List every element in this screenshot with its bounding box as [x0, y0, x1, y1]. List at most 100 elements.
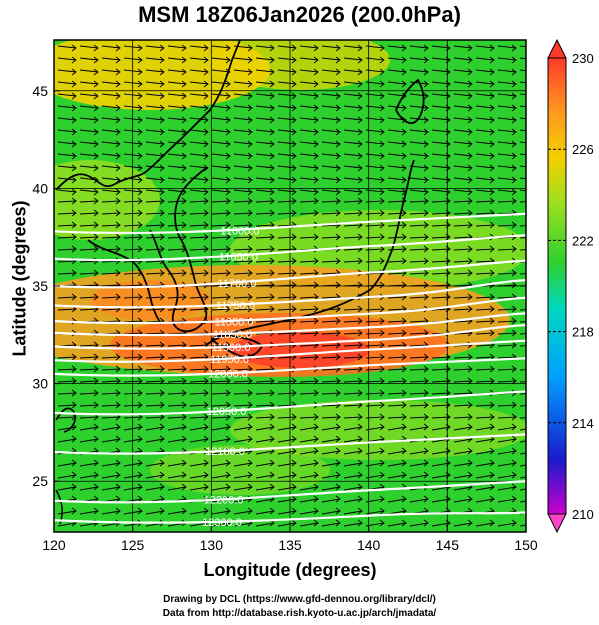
wind-arrow	[453, 177, 473, 181]
wind-arrow	[453, 189, 473, 193]
wind-arrow	[409, 368, 429, 371]
wind-arrow	[233, 141, 253, 145]
wind-arrow	[167, 462, 187, 467]
wind-arrow	[365, 510, 385, 515]
wind-arrow	[453, 153, 473, 157]
wind-arrow	[497, 165, 517, 169]
wind-arrow	[167, 308, 187, 311]
wind-arrow	[145, 69, 165, 73]
wind-arrow-head	[225, 305, 231, 313]
wind-arrow-head	[71, 92, 77, 100]
wind-arrow-head	[445, 245, 451, 253]
wind-arrow	[365, 129, 385, 133]
wind-arrow	[233, 392, 253, 395]
wind-arrow-head	[181, 269, 187, 277]
wind-arrow-head	[511, 68, 517, 76]
wind-arrow	[497, 356, 517, 359]
wind-arrow-head	[511, 176, 517, 184]
wind-arrow-head	[379, 353, 385, 361]
wind-arrow-head	[445, 80, 451, 88]
wind-arrow-head	[203, 293, 209, 301]
wind-arrow-head	[225, 164, 231, 172]
wind-arrow-head	[291, 305, 297, 313]
wind-arrow	[189, 129, 209, 133]
wind-arrow-head	[115, 245, 121, 253]
wind-arrow-head	[445, 365, 451, 373]
wind-arrow-head	[423, 495, 429, 503]
wind-arrow-head	[379, 44, 385, 52]
wind-arrow	[453, 380, 473, 383]
wind-arrow-head	[203, 68, 209, 76]
wind-arrow	[475, 189, 495, 193]
wind-arrow-head	[401, 104, 407, 112]
wind-arrow	[79, 69, 99, 73]
wind-arrow-head	[379, 80, 385, 88]
wind-arrow	[211, 236, 231, 239]
wind-arrow	[343, 236, 363, 239]
wind-arrow-head	[357, 68, 363, 76]
wind-arrow	[431, 177, 451, 181]
wind-arrow	[475, 45, 495, 49]
wind-arrow-head	[137, 435, 143, 443]
wind-arrow	[409, 212, 429, 215]
wind-arrow-head	[313, 495, 319, 503]
wind-arrow	[233, 380, 253, 383]
wind-arrow	[123, 462, 143, 467]
wind-arrow-head	[247, 245, 253, 253]
wind-arrow-head	[93, 176, 99, 184]
wind-arrow-head	[181, 435, 187, 443]
wind-arrow-head	[423, 128, 429, 136]
wind-arrow-head	[247, 389, 253, 397]
wind-arrow	[365, 177, 385, 181]
wind-arrow	[387, 510, 407, 515]
wind-arrow-head	[225, 209, 231, 217]
height-contours: 11600.011650.011700.011750.011800.011850…	[54, 212, 526, 529]
wind-arrow-head	[379, 423, 385, 431]
wind-arrow	[453, 45, 473, 49]
wind-arrow-head	[445, 519, 451, 527]
wind-arrow-head	[203, 269, 209, 277]
wind-arrow	[123, 486, 143, 491]
wind-arrow-head	[335, 423, 341, 431]
wind-arrow	[299, 153, 319, 157]
wind-arrow	[475, 224, 495, 227]
wind-arrow	[233, 416, 253, 419]
wind-arrow	[321, 272, 341, 275]
wind-arrow-head	[203, 459, 209, 467]
wind-arrow-head	[247, 164, 253, 172]
wind-arrow	[365, 200, 385, 203]
wind-arrow-head	[511, 365, 517, 373]
wind-arrow-head	[159, 68, 165, 76]
wind-arrow	[519, 333, 526, 335]
wind-arrow	[79, 212, 99, 215]
wind-arrow	[101, 260, 121, 263]
wind-arrow	[321, 200, 341, 203]
wind-arrow-head	[401, 80, 407, 88]
wind-arrow	[277, 81, 297, 85]
wind-arrow-head	[511, 447, 517, 455]
wind-arrow	[233, 260, 253, 263]
wind-arrow-head	[401, 245, 407, 253]
wind-arrow-head	[71, 140, 77, 148]
wind-arrow-head	[534, 141, 538, 147]
wind-arrow	[57, 426, 77, 431]
wind-arrow	[387, 404, 407, 407]
wind-arrow	[321, 416, 341, 419]
wind-arrow-head	[467, 471, 473, 479]
wind-arrow	[365, 498, 385, 503]
wind-arrow-head	[159, 245, 165, 253]
wind-arrow-head	[534, 177, 538, 183]
wind-arrow-head	[511, 104, 517, 112]
wind-arrow-head	[534, 436, 538, 442]
wind-arrow	[189, 356, 209, 359]
wind-arrow	[431, 404, 451, 407]
wind-arrow-head	[203, 104, 209, 112]
wind-arrow	[211, 81, 231, 85]
wind-arrow	[519, 273, 526, 275]
wind-arrow-head	[489, 269, 495, 277]
wind-arrow	[189, 510, 209, 515]
wind-arrow-head	[225, 257, 231, 265]
wind-arrow-head	[335, 209, 341, 217]
wind-arrow	[167, 260, 187, 263]
